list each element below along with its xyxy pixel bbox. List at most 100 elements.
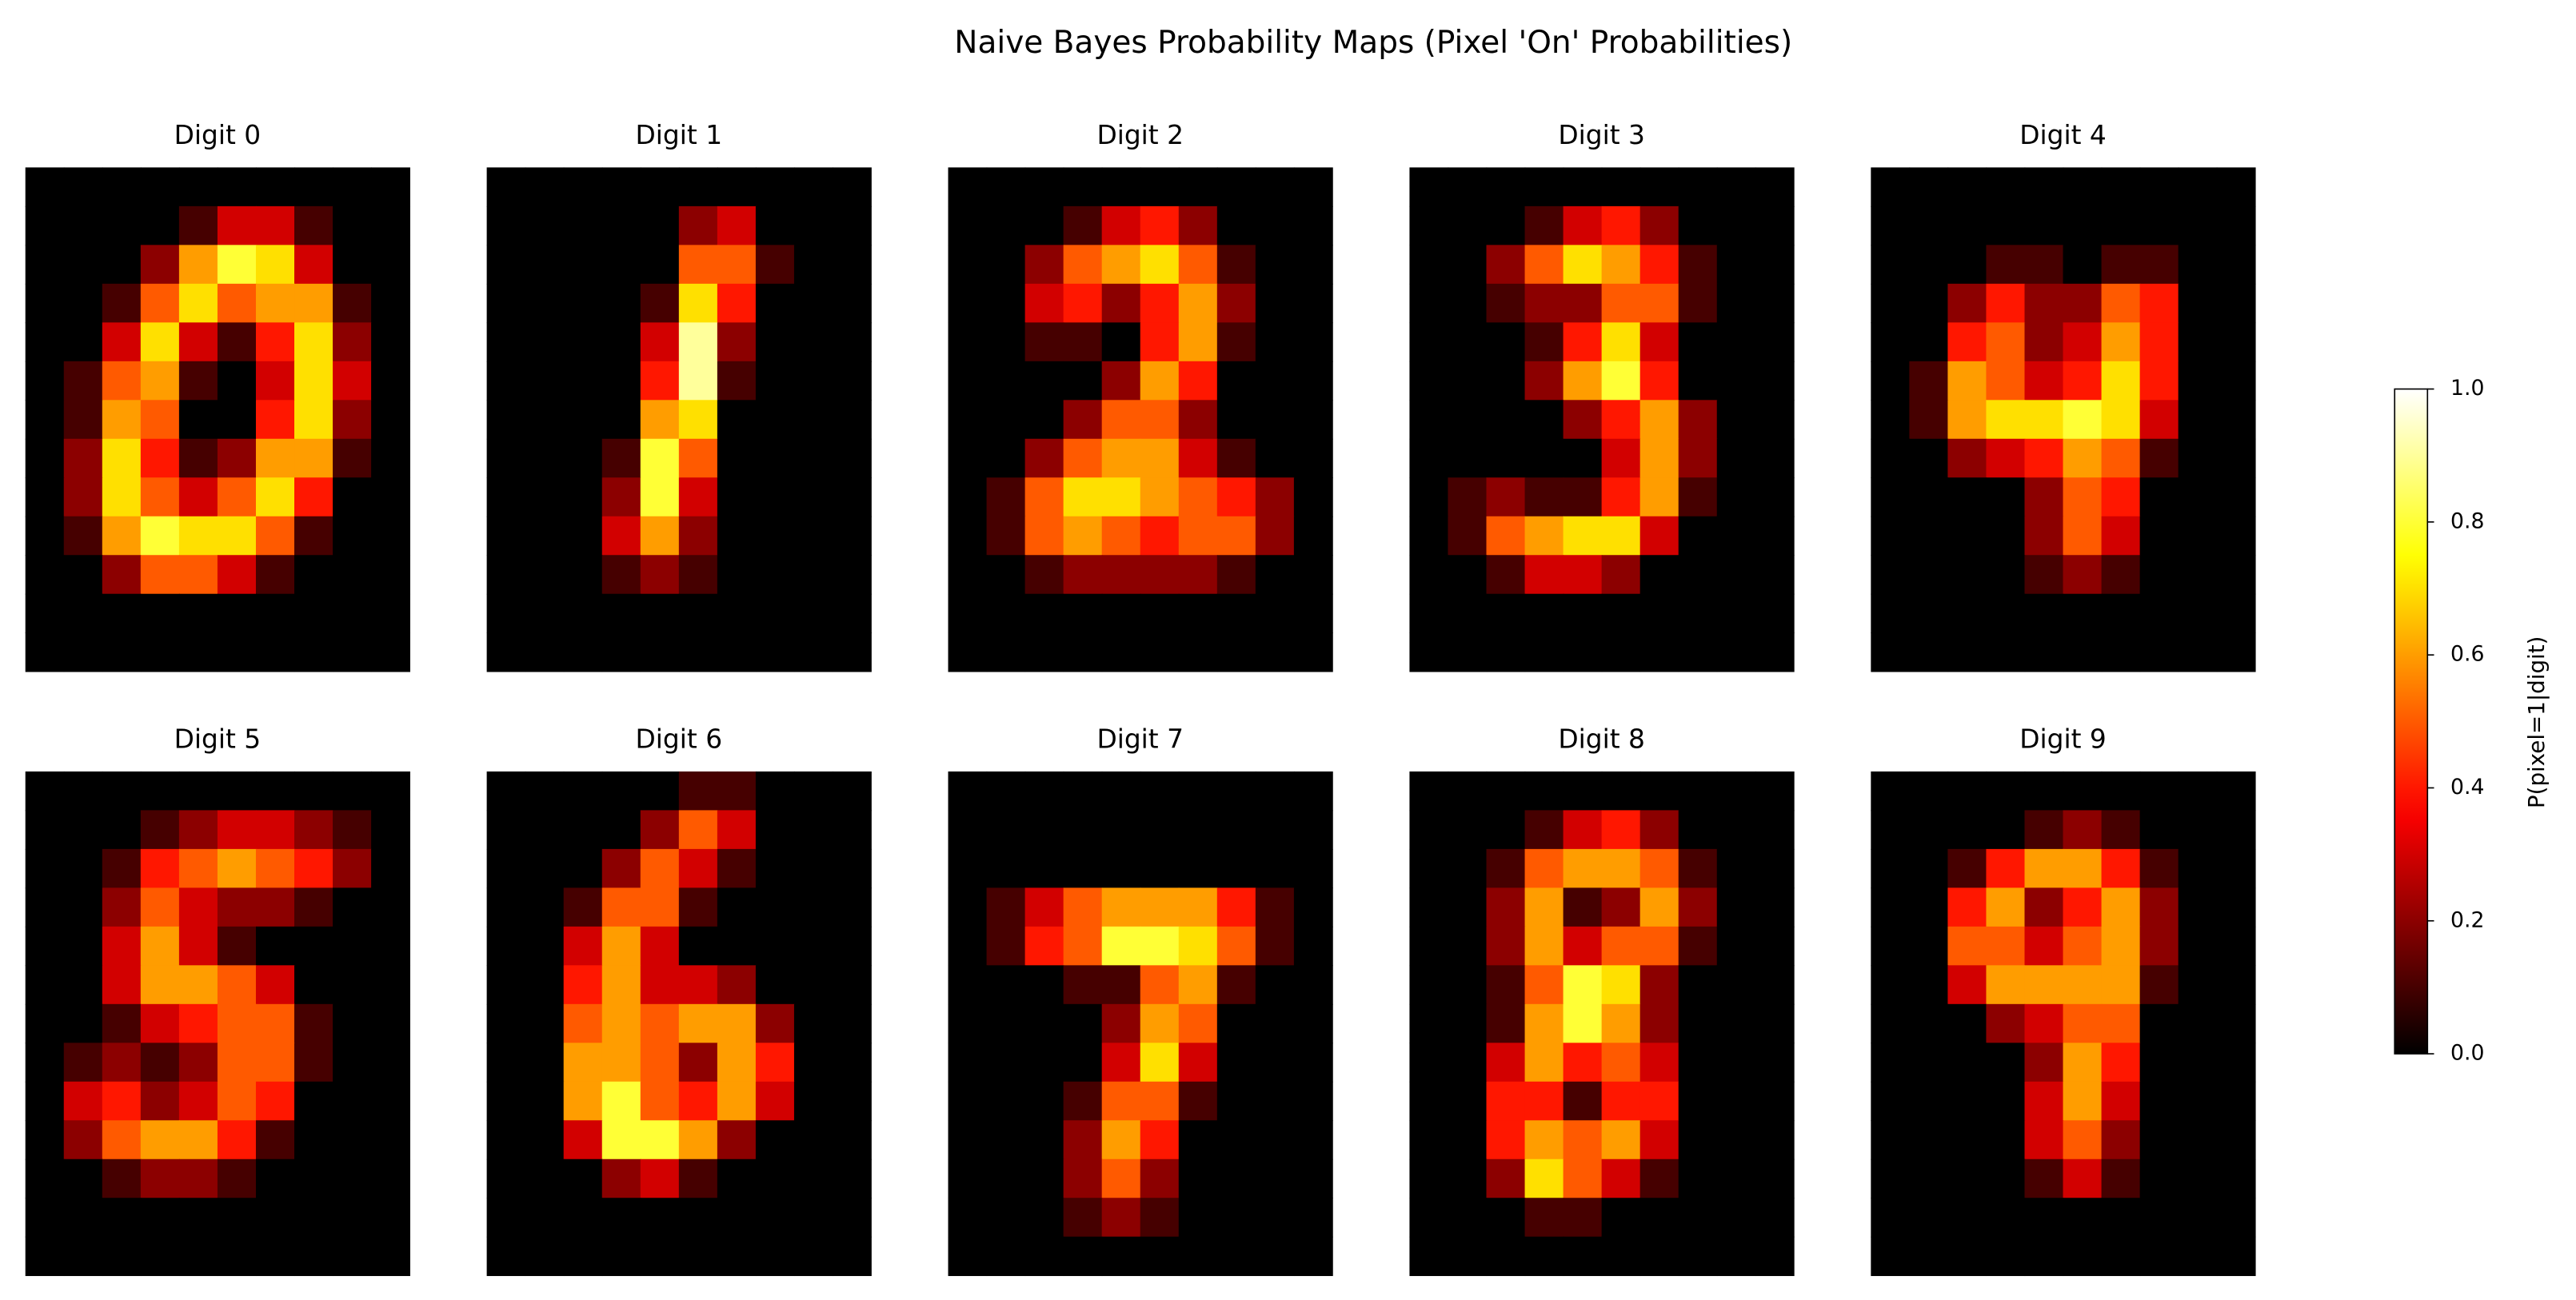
heatmap-cell <box>986 1236 1026 1277</box>
heatmap-cell <box>1101 245 1141 285</box>
heatmap-cell <box>140 322 180 362</box>
heatmap-cell <box>178 632 218 672</box>
heatmap-cell <box>601 205 641 246</box>
heatmap-cell <box>755 477 795 517</box>
heatmap-cell <box>140 887 180 927</box>
heatmap-cell <box>678 516 718 556</box>
heatmap-cell <box>486 400 526 440</box>
heatmap-cell <box>1024 283 1064 324</box>
heatmap-cell <box>1063 555 1103 595</box>
heatmap-cell <box>217 361 257 401</box>
heatmap-cell <box>1909 1120 1949 1160</box>
heatmap-cell <box>1563 555 1603 595</box>
heatmap-cell <box>1524 245 1564 285</box>
heatmap-cell <box>1524 1003 1564 1044</box>
heatmap-cell <box>1178 205 1218 246</box>
heatmap-cell <box>1601 1043 1641 1083</box>
heatmap-cell <box>2101 322 2141 362</box>
heatmap-cell <box>2216 1081 2256 1122</box>
heatmap-cell <box>102 555 142 595</box>
heatmap-cell <box>563 965 603 1005</box>
heatmap-cell <box>601 438 641 479</box>
heatmap-cell <box>255 1120 295 1160</box>
heatmap-cell <box>601 167 641 207</box>
heatmap-cell <box>178 400 218 440</box>
heatmap-cell <box>2101 477 2141 517</box>
heatmap-cell <box>640 887 680 927</box>
heatmap-cell <box>1563 1198 1603 1238</box>
heatmap-cell <box>1216 632 1256 672</box>
heatmap-cell <box>1524 477 1564 517</box>
heatmap-cell <box>832 632 872 672</box>
heatmap-cell <box>1101 593 1141 634</box>
heatmap-cell <box>755 322 795 362</box>
heatmap-cell <box>1448 965 1488 1005</box>
heatmap-cell <box>2101 965 2141 1005</box>
heatmap-cell <box>793 593 833 634</box>
heatmap-cell <box>25 632 65 672</box>
heatmap-cell <box>1063 1158 1103 1199</box>
heatmap-cell <box>294 555 333 595</box>
heatmap-cell <box>1678 1120 1718 1160</box>
heatmap-cell <box>1293 322 1333 362</box>
heatmap-cell <box>1678 1158 1718 1199</box>
heatmap-cell <box>2063 1081 2103 1122</box>
heatmap-cell <box>948 205 988 246</box>
heatmap-cell <box>1448 477 1488 517</box>
heatmap-cell <box>832 322 872 362</box>
heatmap-cell <box>1639 1198 1679 1238</box>
heatmap-cell <box>1716 400 1756 440</box>
heatmap-cell <box>1524 1198 1564 1238</box>
heatmap-cell <box>1293 516 1333 556</box>
heatmap-cell <box>2139 965 2179 1005</box>
heatmap-cell <box>294 887 333 927</box>
heatmap-cell <box>25 283 65 324</box>
heatmap-cell <box>2024 1043 2064 1083</box>
heatmap-cell <box>1524 1236 1564 1277</box>
heatmap-cell <box>2139 205 2179 246</box>
heatmap-cell <box>1986 477 2026 517</box>
heatmap-cell <box>1140 516 1180 556</box>
heatmap-cell <box>1716 167 1756 207</box>
heatmap-cell <box>1986 965 2026 1005</box>
heatmap-cell <box>102 771 142 812</box>
heatmap-cell <box>1639 438 1679 479</box>
heatmap-cell <box>1293 205 1333 246</box>
heatmap-cell <box>948 167 988 207</box>
heatmap-cell <box>1909 438 1949 479</box>
heatmap-cell <box>1409 1003 1449 1044</box>
heatmap-cell <box>1601 926 1641 967</box>
heatmap-cell <box>1024 477 1064 517</box>
heatmap-cell <box>1909 593 1949 634</box>
heatmap-cell <box>25 1158 65 1199</box>
heatmap-cell <box>140 632 180 672</box>
heatmap-cell <box>563 167 603 207</box>
heatmap-cell <box>1178 1236 1218 1277</box>
heatmap-cell <box>1563 593 1603 634</box>
heatmap-cell <box>1909 926 1949 967</box>
heatmap-cell <box>832 1198 872 1238</box>
heatmap-cell <box>294 1003 333 1044</box>
heatmap-cell <box>1909 1236 1949 1277</box>
heatmap-cell <box>486 555 526 595</box>
heatmap-cell <box>1563 1081 1603 1122</box>
heatmap-cell <box>832 516 872 556</box>
heatmap-cell <box>640 771 680 812</box>
heatmap-cell <box>1140 400 1180 440</box>
heatmap-cell <box>255 926 295 967</box>
heatmap-cell <box>563 438 603 479</box>
heatmap-cell <box>1639 400 1679 440</box>
heatmap-cell <box>1639 245 1679 285</box>
heatmap-cell <box>2216 167 2256 207</box>
heatmap-cell <box>832 400 872 440</box>
heatmap-cell <box>640 1003 680 1044</box>
heatmap-cell <box>1293 771 1333 812</box>
heatmap-cell <box>2178 322 2218 362</box>
heatmap-cell <box>832 283 872 324</box>
heatmap-cell <box>2063 205 2103 246</box>
heatmap-cell <box>1216 887 1256 927</box>
heatmap-cell <box>2139 516 2179 556</box>
heatmap-cell <box>1678 632 1718 672</box>
heatmap-cell <box>1024 361 1064 401</box>
heatmap-cell <box>255 283 295 324</box>
